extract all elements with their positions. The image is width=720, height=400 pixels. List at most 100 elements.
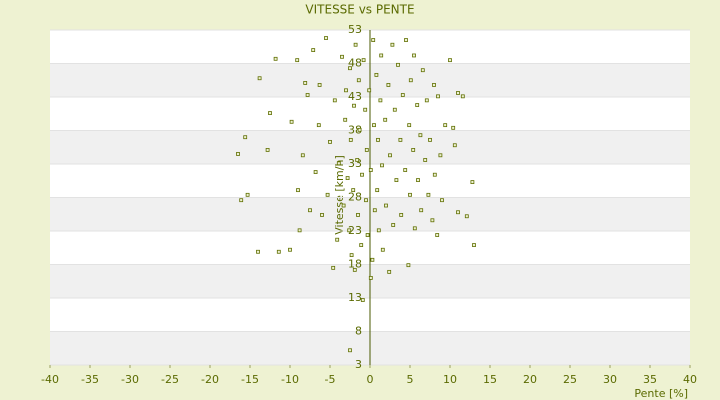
y-tick-label: 8 <box>355 325 362 338</box>
point <box>406 263 411 268</box>
point <box>380 163 384 168</box>
point <box>347 228 352 233</box>
point <box>391 223 396 227</box>
point <box>288 247 292 252</box>
point <box>430 218 435 223</box>
point <box>324 36 328 40</box>
point <box>464 214 469 219</box>
point <box>332 98 337 103</box>
point <box>379 53 384 58</box>
point <box>399 213 404 217</box>
point <box>371 38 376 42</box>
point <box>375 188 380 193</box>
point <box>360 172 364 177</box>
point <box>386 83 391 87</box>
point <box>367 88 372 93</box>
point <box>256 249 260 254</box>
point <box>387 269 392 274</box>
point <box>356 78 361 83</box>
point <box>265 148 270 152</box>
point <box>331 265 336 270</box>
x-tick-label: 10 <box>443 373 457 386</box>
x-tick-label: 25 <box>563 373 577 386</box>
point <box>368 275 373 280</box>
point <box>356 213 360 217</box>
point <box>297 228 302 233</box>
point <box>416 178 420 182</box>
x-tick-label: -40 <box>41 373 59 386</box>
point <box>412 53 416 58</box>
point <box>372 208 377 213</box>
point <box>407 123 412 128</box>
point <box>239 198 244 203</box>
point <box>452 143 457 148</box>
point <box>438 153 443 158</box>
point <box>320 213 324 217</box>
point <box>440 198 444 203</box>
point <box>300 153 305 158</box>
point <box>325 192 330 197</box>
point <box>428 137 432 142</box>
x-tick-label: 0 <box>367 373 374 386</box>
point <box>470 180 475 184</box>
point <box>408 192 412 197</box>
x-tick-label: -15 <box>241 373 259 386</box>
point <box>388 153 392 158</box>
point <box>418 133 423 138</box>
point <box>451 125 456 130</box>
x-tick-label: 20 <box>523 373 537 386</box>
point <box>368 168 373 172</box>
point <box>365 233 370 237</box>
point <box>432 172 437 177</box>
x-tick-label: -10 <box>281 373 299 386</box>
point <box>236 152 240 156</box>
point <box>390 42 395 47</box>
point <box>424 98 429 103</box>
point <box>372 123 376 128</box>
point <box>436 94 440 99</box>
point <box>335 237 340 242</box>
point <box>295 58 300 63</box>
y-tick-label: 28 <box>348 191 362 204</box>
point <box>316 123 321 128</box>
point <box>355 158 360 162</box>
point <box>426 192 431 197</box>
point <box>351 188 356 193</box>
point <box>361 58 366 63</box>
point <box>352 103 356 108</box>
point <box>398 137 403 142</box>
point <box>345 176 350 180</box>
point <box>378 98 383 103</box>
point <box>303 81 308 85</box>
point <box>353 42 358 47</box>
point <box>289 119 294 124</box>
point <box>276 249 281 254</box>
point <box>311 48 316 52</box>
point <box>419 208 424 213</box>
y-tick-label: 38 <box>348 124 362 137</box>
point <box>376 228 381 233</box>
chart-title: VITESSE vs PENTE <box>305 3 414 17</box>
y-tick-label: 18 <box>348 258 362 271</box>
point <box>340 54 344 59</box>
point <box>336 161 341 166</box>
point <box>403 168 408 172</box>
point <box>412 226 417 231</box>
point <box>432 83 436 87</box>
point <box>348 66 352 71</box>
point <box>443 123 448 128</box>
point <box>380 247 385 252</box>
x-tick-label: -5 <box>325 373 336 386</box>
y-tick-label: 13 <box>348 291 362 304</box>
y-axis-label: Vitesse [km/h] <box>333 155 346 235</box>
point <box>317 83 322 87</box>
x-tick-label: -20 <box>201 373 219 386</box>
point <box>376 137 380 142</box>
point <box>415 103 420 107</box>
point <box>460 94 465 99</box>
point <box>383 117 388 122</box>
x-tick-label: 35 <box>643 373 657 386</box>
point <box>472 243 476 247</box>
point <box>360 298 365 302</box>
y-tick-label: 23 <box>348 224 362 237</box>
